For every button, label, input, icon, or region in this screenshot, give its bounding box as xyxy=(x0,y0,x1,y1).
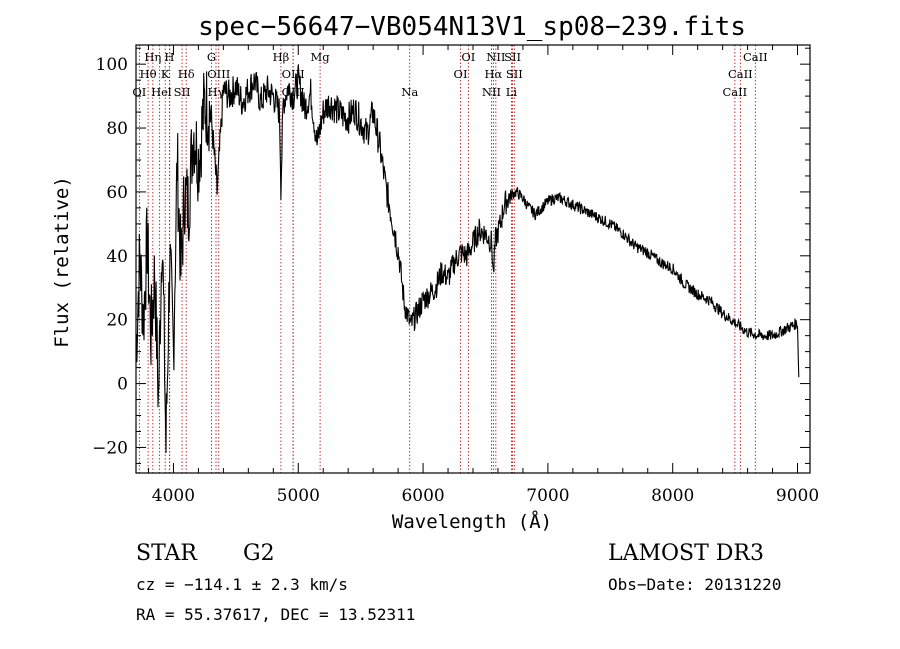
y-tick-label-0: −20 xyxy=(92,438,128,458)
y-axis-label: Flux (relative) xyxy=(51,176,73,348)
line-label-8: Hδ xyxy=(178,67,195,81)
line-label-5: H xyxy=(164,50,174,64)
spectral-line-markers xyxy=(138,45,756,473)
line-label-24: Li xyxy=(506,85,518,99)
x-tick-label-4: 8000 xyxy=(651,486,694,506)
object-class: STAR xyxy=(136,541,198,566)
object-subclass: G2 xyxy=(243,541,275,566)
redshift-readout: cz = −114.1 ± 2.3 km/s xyxy=(136,575,348,594)
line-label-23: SII xyxy=(506,67,523,81)
line-label-20: NII xyxy=(486,50,505,64)
coordinates: RA = 55.37617, DEC = 13.52311 xyxy=(136,605,415,624)
line-label-4: K xyxy=(161,67,170,81)
y-tick-label-3: 40 xyxy=(106,247,128,267)
x-tick-label-0: 4000 xyxy=(152,486,195,506)
x-tick-label-1: 5000 xyxy=(277,486,320,506)
spectrum-series xyxy=(135,64,800,453)
line-label-22: SII xyxy=(504,50,521,64)
spectrum-series-layer xyxy=(135,64,800,453)
line-label-17: OI xyxy=(454,67,468,81)
line-label-2: Hη xyxy=(144,50,161,64)
y-tick-label-2: 20 xyxy=(106,311,128,331)
line-label-15: Mg xyxy=(311,50,331,64)
line-label-7: SII xyxy=(174,85,191,99)
x-tick-label-3: 7000 xyxy=(526,486,569,506)
survey-name: LAMOST DR3 xyxy=(608,541,764,566)
y-tick-label-4: 60 xyxy=(106,183,128,203)
x-axis-ticks: 4000 5000 6000 7000 8000 9000 xyxy=(147,45,819,506)
y-tick-label-5: 80 xyxy=(106,119,128,139)
plot-frame xyxy=(135,44,811,474)
line-label-3: He xyxy=(151,85,168,99)
line-label-6: I xyxy=(167,85,172,99)
line-label-1: Hθ xyxy=(140,67,157,81)
line-label-9: G xyxy=(207,50,216,64)
x-axis-label: Wavelength (Å) xyxy=(392,510,552,533)
line-label-16: Na xyxy=(401,85,418,99)
line-label-21: Hα xyxy=(484,67,502,81)
line-label-10: OIII xyxy=(207,67,230,81)
line-label-11: Hγ xyxy=(208,85,225,99)
line-label-25: CaII xyxy=(722,85,747,99)
line-label-26: CaII xyxy=(728,67,753,81)
line-label-18: OI xyxy=(461,50,475,64)
line-label-13: OIII xyxy=(282,67,305,81)
x-tick-label-2: 6000 xyxy=(401,486,444,506)
y-tick-label-1: 0 xyxy=(117,375,128,395)
line-label-12: Hβ xyxy=(273,50,290,64)
chart-title: spec−56647−VB054N13V1_sp08−239.fits xyxy=(198,12,746,42)
line-label-19: NII xyxy=(482,85,501,99)
obs-date: Obs−Date: 20131220 xyxy=(608,575,781,594)
line-label-27: CaII xyxy=(743,50,768,64)
y-axis-ticks: −20 0 20 40 60 80 100 xyxy=(92,47,810,464)
line-label-0: OI xyxy=(132,85,146,99)
x-tick-label-5: 9000 xyxy=(776,486,819,506)
y-tick-label-6: 100 xyxy=(96,55,128,75)
